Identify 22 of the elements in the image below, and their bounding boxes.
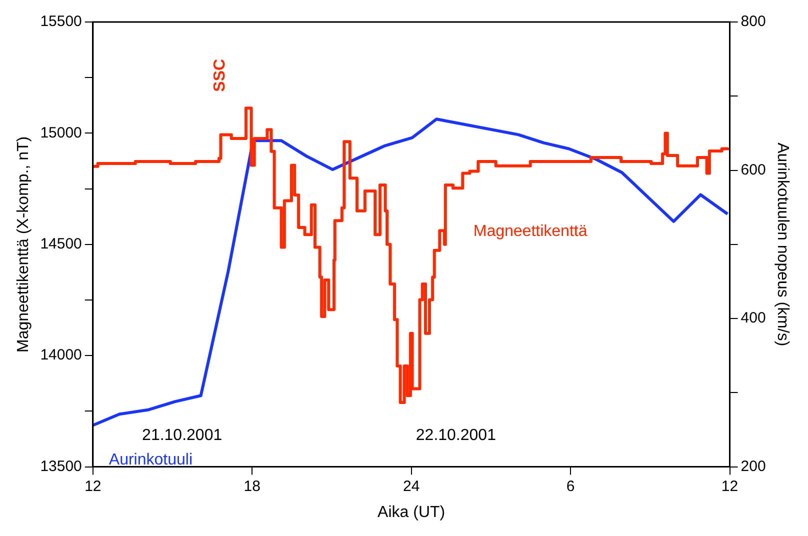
x-axis-title: Aika (UT) xyxy=(378,504,446,521)
y-tick-label: 14500 xyxy=(40,236,82,253)
y-tick-label: 14000 xyxy=(40,346,82,364)
x-tick-label: 18 xyxy=(244,478,260,495)
annotation: SSC xyxy=(212,58,229,92)
x-tick-label: 24 xyxy=(403,478,420,495)
y-tick-label: 15000 xyxy=(40,124,82,142)
x-tick-label: 12 xyxy=(84,478,102,495)
y2-tick-label: 800 xyxy=(740,13,766,30)
x-tick-label: 12 xyxy=(721,478,738,495)
y2-tick-label: 400 xyxy=(740,310,766,327)
y2-tick-label: 200 xyxy=(740,458,766,475)
y2-tick-label: 600 xyxy=(740,161,766,178)
y2-axis-title: Aurinkotuulen nopeus (km/s) xyxy=(774,142,791,346)
series-label: Aurinkotuuli xyxy=(108,452,193,469)
y-axis-title: Magneettikenttä (X-komp., nT) xyxy=(15,136,32,352)
annotation: 21.10.2001 xyxy=(142,427,222,444)
annotation: 22.10.2001 xyxy=(416,427,496,444)
y-tick-label: 13500 xyxy=(40,458,82,475)
x-tick-label: 6 xyxy=(566,478,575,495)
series-label: Magneettikenttä xyxy=(473,222,588,240)
y-tick-label: 15500 xyxy=(40,13,82,30)
